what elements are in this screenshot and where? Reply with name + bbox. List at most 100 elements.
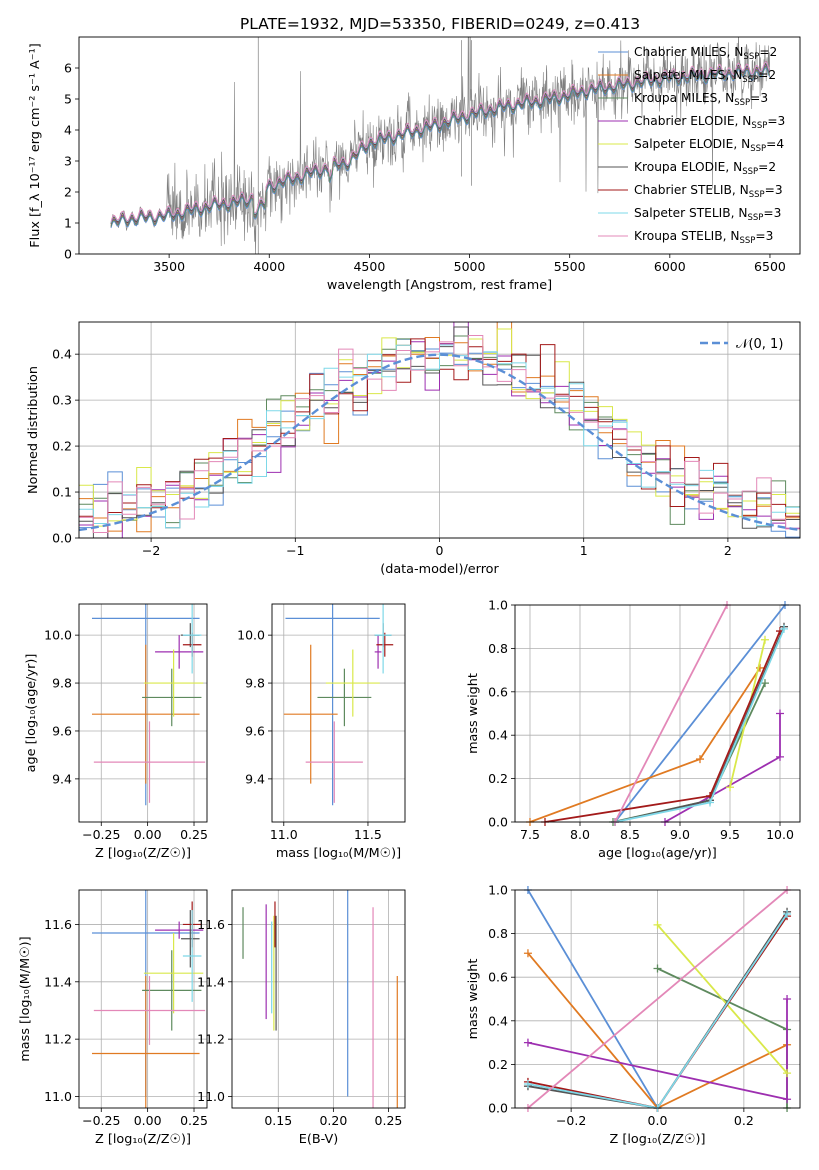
mass_weight_vs_age-series-8 xyxy=(614,605,728,822)
spectrum-xtick-label: 6500 xyxy=(754,259,786,274)
mass_weight_vs_Z-marker-1 xyxy=(523,949,532,958)
spectrum-xtick-label: 4500 xyxy=(353,259,385,274)
spectrum-legend-entry: Kroupa ELODIE, NSSP=2 xyxy=(634,160,776,177)
mass_weight_vs_Z-series-1 xyxy=(527,952,788,1108)
residuals-xtick-label: 2 xyxy=(724,543,732,558)
spectrum-ytick-label: 6 xyxy=(64,61,72,76)
mass_vs_Z-xtick-label: 0.25 xyxy=(180,1113,208,1128)
mass_weight_vs_age-xtick-label: 10.0 xyxy=(766,827,794,842)
mass_vs_ebv-xtick-label: 0.15 xyxy=(264,1113,292,1128)
spectrum-xtick-label: 5000 xyxy=(454,259,486,274)
spectrum-legend-entry: Salpeter ELODIE, NSSP=4 xyxy=(634,137,784,154)
mass_weight_vs_Z-ytick-label: 0.2 xyxy=(488,1057,508,1072)
spectrum-xlabel: wavelength [Angstrom, rest frame] xyxy=(327,278,552,293)
age_vs_mass-xlabel: mass [log₁₀(M/M☉)] xyxy=(276,846,401,861)
mass_weight_vs_Z-marker-2 xyxy=(653,964,662,973)
spectrum-xtick-label: 5500 xyxy=(554,259,586,274)
spectrum-frame xyxy=(78,36,801,255)
residuals-frame xyxy=(78,321,801,539)
mass_weight_vs_age-series-1 xyxy=(529,667,761,822)
mass_weight_vs_age-ytick-label: 1.0 xyxy=(488,598,508,613)
mass_vs_ebv-frame xyxy=(231,889,406,1109)
mass_weight_vs_age-xtick-label: 9.5 xyxy=(720,827,740,842)
mass_weight_vs_Z-marker-7 xyxy=(523,1080,532,1089)
age_vs_Z-ytick-label: 9.6 xyxy=(52,723,72,738)
mass_weight_vs_age-xtick-label: 9.0 xyxy=(670,827,690,842)
mass_vs_ebv-ytick-label: 11.0 xyxy=(197,1089,225,1104)
spectrum-ytick-label: 2 xyxy=(64,185,72,200)
residual-histogram-7 xyxy=(79,344,800,529)
mass_vs_Z-ytick-label: 11.0 xyxy=(44,1089,72,1104)
mass_weight_vs_age-ytick-label: 0.4 xyxy=(488,728,508,743)
mass_weight_vs_age-ytick-label: 0.8 xyxy=(488,641,508,656)
residuals-ytick-label: 0.4 xyxy=(52,347,72,362)
spectrum-model-line-2 xyxy=(110,65,771,227)
residuals-ytick-label: 0.0 xyxy=(52,531,72,546)
mass_weight_vs_Z-ytick-label: 0.0 xyxy=(488,1101,508,1116)
spectrum-legend-entry: Chabrier STELIB, NSSP=3 xyxy=(634,183,783,200)
spectrum-legend-entry: Salpeter STELIB, NSSP=3 xyxy=(634,206,781,223)
spectrum-ylabel: Flux [f_λ 10⁻¹⁷ erg cm⁻² s⁻¹ A⁻¹] xyxy=(28,43,43,247)
mass_weight_vs_Z-series-0 xyxy=(527,890,659,1108)
mass_weight_vs_Z-ytick-label: 0.4 xyxy=(488,1013,508,1028)
mass_weight_vs_Z-series-7 xyxy=(527,913,788,1108)
spectrum-data-line xyxy=(110,37,771,254)
mass_weight_vs_Z-xtick-label: −0.2 xyxy=(556,1113,586,1128)
mass_weight_vs_Z-xlabel: Z [log₁₀(Z/Z☉)] xyxy=(610,1132,706,1147)
mass_vs_ebv-ytick-label: 11.2 xyxy=(197,1032,225,1047)
mass_vs_Z-xtick-label: −0.25 xyxy=(82,1113,120,1128)
mass_weight_vs_age-ytick-label: 0.2 xyxy=(488,771,508,786)
age_vs_mass-ytick-label: 10.0 xyxy=(237,628,265,643)
mass_weight_vs_age-frame xyxy=(514,604,801,823)
mass_weight_vs_Z-ylabel: mass weight xyxy=(466,959,481,1040)
mass_vs_Z-ytick-label: 11.4 xyxy=(44,974,72,989)
age_vs_Z-frame xyxy=(78,603,208,823)
mass_weight_vs_age-marker-1 xyxy=(756,663,764,672)
age_vs_Z-xtick-label: 0.25 xyxy=(180,827,208,842)
mass_weight_vs_Z-xtick-label: 0.2 xyxy=(734,1113,754,1128)
mass_weight_vs_Z-marker-4 xyxy=(653,920,662,929)
spectrum-legend-entry: Kroupa STELIB, NSSP=3 xyxy=(634,229,773,246)
mass_vs_ebv-xtick-label: 0.25 xyxy=(375,1113,403,1128)
residual-histogram-1 xyxy=(79,322,800,533)
mass_weight_vs_age-marker-7 xyxy=(706,798,714,807)
mass_weight_vs_age-series-0 xyxy=(614,605,786,822)
age_vs_Z-xtick-label: −0.25 xyxy=(82,827,120,842)
residuals-xtick-label: −2 xyxy=(142,543,160,558)
spectrum-xtick-label: 3500 xyxy=(153,259,185,274)
mass_weight_vs_Z-ytick-label: 1.0 xyxy=(488,883,508,898)
mass_vs_ebv-ytick-label: 11.6 xyxy=(197,917,225,932)
age_vs_mass-xtick-label: 11.5 xyxy=(354,827,382,842)
mass_vs_ebv-ytick-label: 11.4 xyxy=(197,974,225,989)
mass_vs_Z-ytick-label: 11.6 xyxy=(44,917,72,932)
mass_weight_vs_age-xtick-label: 8.5 xyxy=(620,827,640,842)
residuals-xtick-label: 0 xyxy=(436,543,444,558)
mass_weight_vs_Z-marker-3 xyxy=(783,995,792,1003)
mass_weight_vs_Z-marker-3 xyxy=(523,1038,532,1047)
residuals-ylabel: Normed distribution xyxy=(26,366,41,494)
age_vs_mass-ytick-label: 9.4 xyxy=(245,771,265,786)
spectrum-legend-entry: Chabrier ELODIE, NSSP=3 xyxy=(634,114,785,131)
mass_weight_vs_Z-series-8 xyxy=(527,890,788,1108)
mass_weight_vs_age-series-2 xyxy=(612,682,766,822)
mass_weight_vs_age-ytick-label: 0.0 xyxy=(488,815,508,830)
figure-title: PLATE=1932, MJD=53350, FIBERID=0249, z=0… xyxy=(240,15,640,33)
spectrum-ytick-label: 3 xyxy=(64,154,72,169)
age_vs_Z-ytick-label: 9.4 xyxy=(52,771,72,786)
residuals-xtick-label: 1 xyxy=(580,543,588,558)
mass_weight_vs_age-marker-4 xyxy=(726,783,734,792)
mass_weight_vs_age-marker-1 xyxy=(696,755,704,764)
mass_weight_vs_age-xlabel: age [log₁₀(age/yr)] xyxy=(598,846,717,861)
mass_vs_ebv-xtick-label: 0.20 xyxy=(319,1113,347,1128)
mass_weight_vs_Z-marker-7 xyxy=(783,909,792,918)
mass_weight_vs_Z-ytick-label: 0.6 xyxy=(488,970,508,985)
mass_weight_vs_age-series-5 xyxy=(614,626,785,822)
mass_weight_vs_Z-series-2 xyxy=(657,967,788,1108)
spectrum-legend-entry: Chabrier MILES, NSSP=2 xyxy=(634,45,777,62)
mass_weight_vs_age-marker-3 xyxy=(776,752,784,761)
mass_vs_Z-frame xyxy=(78,889,208,1109)
age_vs_Z-xtick-label: 0.00 xyxy=(134,827,162,842)
residual-histogram-8 xyxy=(79,335,800,533)
mass_weight_vs_age-ylabel: mass weight xyxy=(466,673,481,754)
mass_vs_Z-xtick-label: 0.00 xyxy=(134,1113,162,1128)
